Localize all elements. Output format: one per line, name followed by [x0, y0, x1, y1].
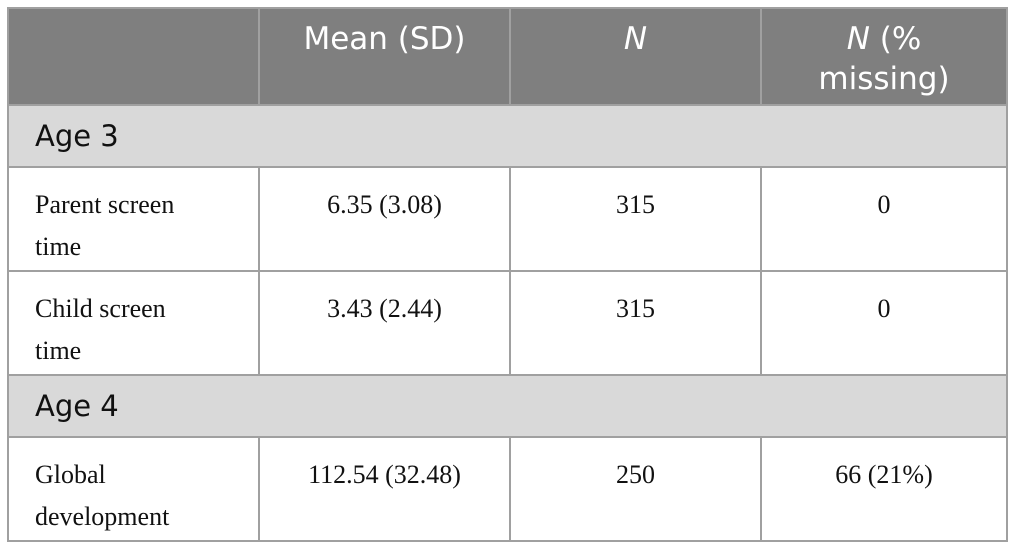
header-text: (% missing)	[818, 21, 950, 97]
section-label: Age 4	[7, 374, 1008, 438]
header-cell: N (% missing)	[760, 7, 1008, 106]
data-cell: 315	[509, 166, 762, 272]
section-row: Age 3	[7, 104, 1008, 168]
header-text: N	[623, 21, 648, 57]
header-cell	[7, 7, 260, 106]
row-label: Global development	[7, 436, 260, 542]
row-label: Parent screen time	[7, 166, 260, 272]
data-row: Global development 112.54 (32.48) 250 66 (2…	[7, 436, 1008, 542]
data-row: Parent screen time 6.35 (3.08) 315 0	[7, 166, 1008, 272]
data-cell: 0	[760, 166, 1008, 272]
section-label: Age 3	[7, 104, 1008, 168]
data-cell: 315	[509, 270, 762, 376]
header-cell: N	[509, 7, 762, 106]
header-cell: Mean (SD)	[258, 7, 511, 106]
data-cell: 6.35 (3.08)	[258, 166, 511, 272]
section-row: Age 4	[7, 374, 1008, 438]
header-row: Mean (SD) N N (% missing)	[7, 7, 1008, 106]
data-cell: 250	[509, 436, 762, 542]
data-table: Mean (SD) N N (% missing) Age 3 Parent sc…	[7, 7, 1008, 542]
table-header: Mean (SD) N N (% missing)	[7, 7, 1008, 106]
data-cell: 3.43 (2.44)	[258, 270, 511, 376]
header-text: N	[846, 21, 870, 57]
data-row: Child screen time 3.43 (2.44) 315 0	[7, 270, 1008, 376]
row-label: Child screen time	[7, 270, 260, 376]
table-body: Age 3 Parent screen time 6.35 (3.08) 315 0 Ch…	[7, 104, 1008, 542]
data-cell: 66 (21%)	[760, 436, 1008, 542]
data-cell: 112.54 (32.48)	[258, 436, 511, 542]
data-cell: 0	[760, 270, 1008, 376]
